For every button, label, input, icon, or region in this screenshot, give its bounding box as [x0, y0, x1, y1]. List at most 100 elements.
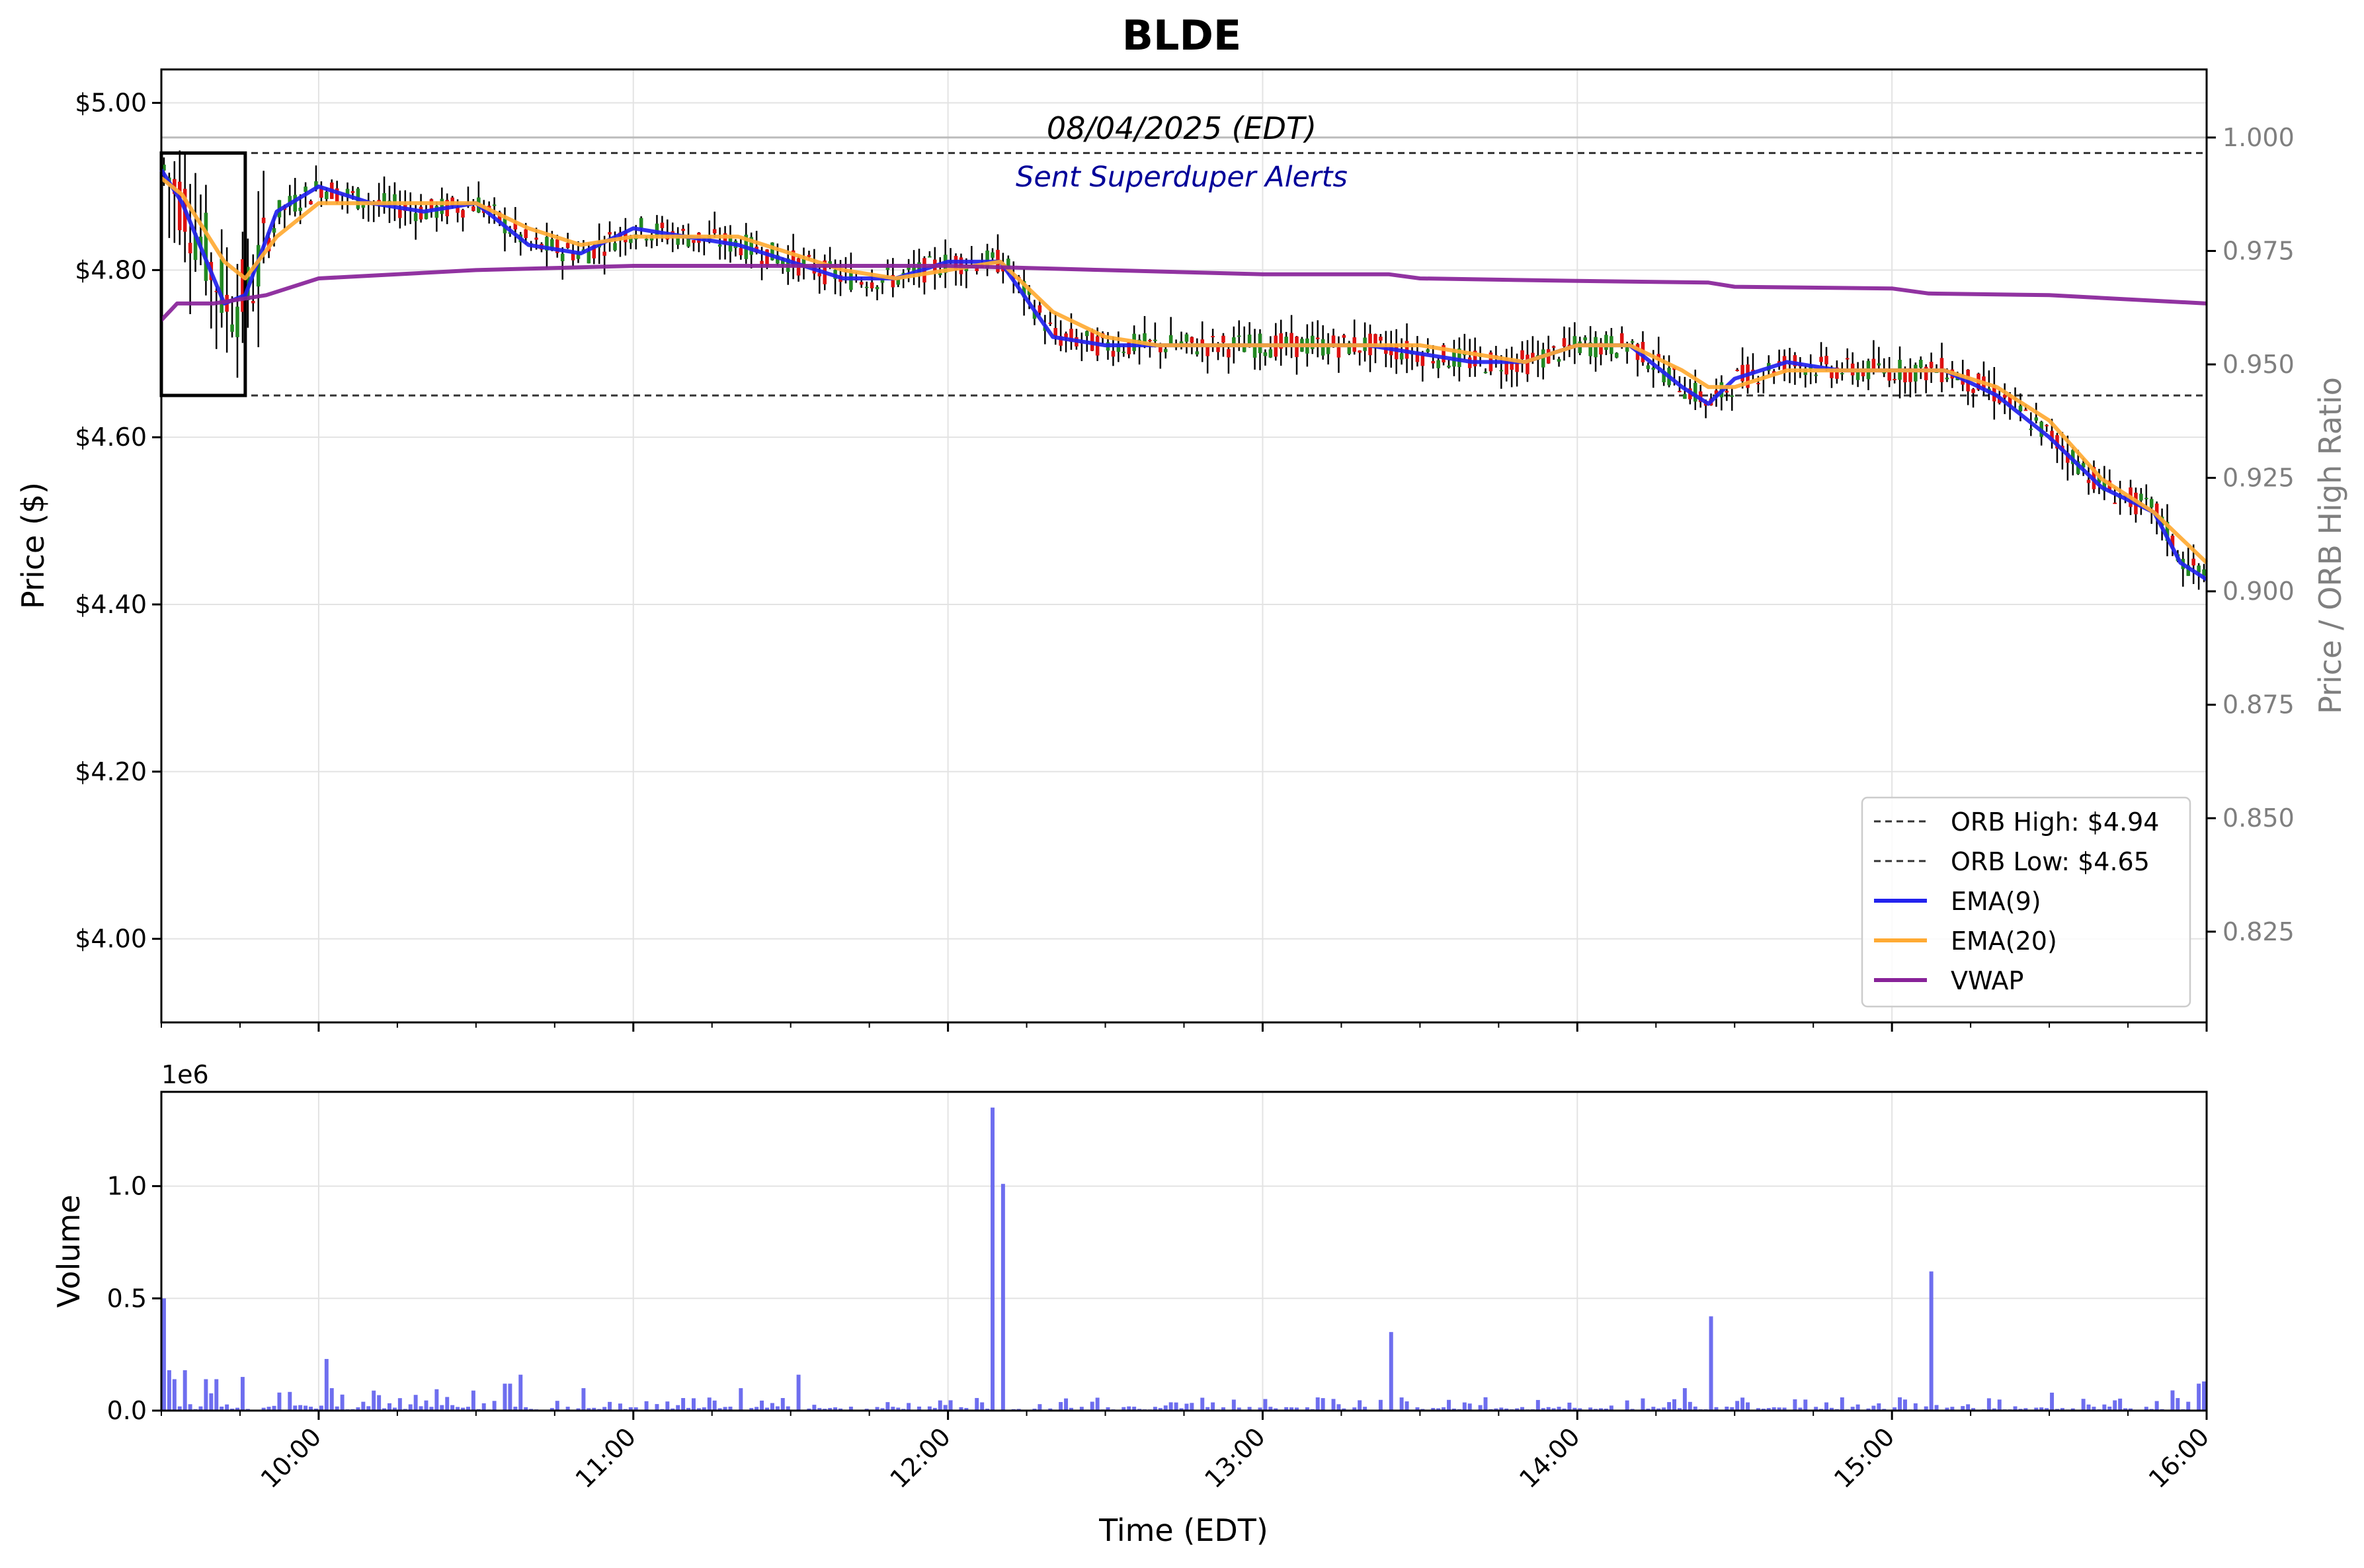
- volume-bar: [1232, 1399, 1236, 1411]
- volume-bar: [277, 1393, 281, 1411]
- candle-body: [865, 287, 869, 288]
- candle-body: [807, 255, 811, 257]
- candle-body: [1211, 336, 1215, 337]
- volume-bar: [1405, 1401, 1409, 1411]
- candle-body: [1431, 361, 1435, 363]
- volume-bar: [2113, 1400, 2117, 1411]
- volume-bar: [618, 1403, 622, 1411]
- volume-bar: [1688, 1402, 1692, 1411]
- volume-bar: [1746, 1403, 1750, 1411]
- candle-body: [1196, 351, 1200, 354]
- candle-body: [2029, 429, 2033, 430]
- volume-bar: [1389, 1332, 1393, 1411]
- volume-bar: [2197, 1383, 2201, 1411]
- volume-bar: [1987, 1398, 1991, 1411]
- candle-body: [1631, 341, 1635, 343]
- volume-bar: [2155, 1401, 2159, 1411]
- candle-body: [1615, 353, 1619, 358]
- candle-body: [587, 251, 591, 263]
- volume-bar: [885, 1402, 889, 1411]
- candle-body: [1337, 347, 1341, 357]
- candle-body: [309, 201, 313, 204]
- candle-body: [602, 252, 606, 256]
- candle-body: [1693, 383, 1697, 401]
- candle-body: [2113, 503, 2117, 504]
- volume-bar: [1683, 1388, 1687, 1411]
- candle-body: [2034, 417, 2038, 421]
- candle-body: [818, 273, 822, 276]
- volume-bar: [1463, 1403, 1467, 1411]
- volume-bar: [288, 1392, 292, 1411]
- candle-body: [1038, 306, 1042, 313]
- volume-bar: [1358, 1400, 1362, 1411]
- volume-bar: [471, 1391, 475, 1411]
- volume-bar: [493, 1401, 497, 1411]
- candle-body: [566, 243, 570, 248]
- candle-body: [1321, 339, 1325, 356]
- candle-body: [1583, 337, 1587, 341]
- volume-bar: [1824, 1403, 1828, 1411]
- candle-body: [870, 282, 874, 288]
- volume-bar: [209, 1393, 213, 1411]
- volume-bar: [518, 1375, 522, 1411]
- candle-body: [2019, 405, 2023, 411]
- candle-body: [1484, 372, 1488, 373]
- candle-body: [1526, 354, 1529, 374]
- volume-bar: [1064, 1399, 1068, 1411]
- candle-body: [849, 271, 853, 290]
- legend-label-orb-low: ORB Low: $4.65: [1951, 847, 2150, 876]
- candle-body: [718, 245, 722, 247]
- volume-bar: [907, 1403, 911, 1411]
- candle-body: [1500, 370, 1504, 372]
- candle-body: [1520, 351, 1524, 359]
- candle-body: [860, 282, 864, 284]
- candle-body: [2150, 499, 2154, 507]
- candle-body: [1269, 349, 1273, 357]
- volume-bar: [425, 1401, 428, 1411]
- ratio-y-tick-label: 0.975: [2222, 236, 2295, 265]
- volume-bar: [1903, 1399, 1907, 1411]
- y-axis-label: Price ($): [15, 482, 51, 609]
- x-axis-label: Time (EDT): [1098, 1512, 1268, 1548]
- candle-body: [1563, 338, 1567, 347]
- candle-body: [304, 186, 307, 192]
- candle-body: [1678, 391, 1682, 392]
- ratio-y-tick-label: 0.875: [2222, 690, 2295, 720]
- candle-body: [1725, 391, 1729, 393]
- ratio-y-tick-label: 0.900: [2222, 577, 2295, 606]
- candle-body: [1625, 347, 1629, 352]
- volume-bar: [949, 1400, 953, 1411]
- volume-bar: [1484, 1397, 1488, 1411]
- candle-body: [1185, 334, 1189, 341]
- volume-bar: [555, 1401, 559, 1411]
- volume-bar: [645, 1401, 649, 1411]
- volume-bar: [445, 1397, 449, 1411]
- volume-bar: [713, 1401, 717, 1411]
- candle-body: [1221, 336, 1225, 343]
- volume-bar: [214, 1379, 218, 1411]
- candle-body: [204, 213, 208, 281]
- candle-body: [2045, 425, 2049, 427]
- volume-bar: [980, 1403, 984, 1411]
- price-y-tick-label: $4.00: [75, 925, 147, 954]
- candle-body: [1620, 333, 1624, 345]
- candle-body: [608, 232, 612, 235]
- candle-body: [414, 213, 418, 221]
- volume-bar: [1400, 1397, 1404, 1411]
- volume-bar: [1625, 1401, 1629, 1411]
- legend-label-ema9: EMA(9): [1951, 887, 2041, 916]
- volume-bar: [1840, 1397, 1844, 1411]
- volume-bar: [162, 1298, 166, 1411]
- volume-bar: [1211, 1403, 1215, 1411]
- volume-bar: [1059, 1402, 1063, 1411]
- volume-bar: [414, 1395, 418, 1411]
- volume-bar: [1468, 1403, 1472, 1411]
- volume-bar: [2118, 1399, 2122, 1411]
- candle-body: [1284, 337, 1288, 345]
- volume-bar: [1641, 1399, 1645, 1411]
- volume-bar: [2176, 1398, 2180, 1411]
- candle-body: [1730, 395, 1734, 397]
- candle-body: [661, 223, 665, 228]
- volume-y-tick-label: 0.0: [107, 1396, 147, 1425]
